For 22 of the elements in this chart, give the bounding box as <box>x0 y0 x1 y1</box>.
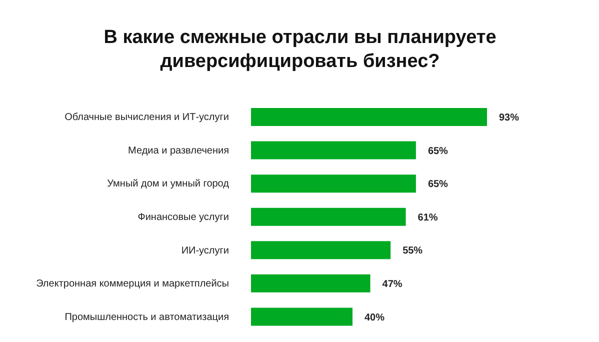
bar <box>251 241 391 260</box>
data-label: 40% <box>364 312 385 324</box>
bar <box>251 174 416 193</box>
data-label: 61% <box>418 212 438 224</box>
data-label: 47% <box>382 278 402 290</box>
data-label: 65% <box>428 146 448 157</box>
bar <box>251 141 416 160</box>
y-tick-label: Промышленность и автоматизация <box>64 312 229 323</box>
data-label: 93% <box>499 112 520 124</box>
bar <box>251 274 370 292</box>
y-tick-label: Облачные вычисления и ИТ-услуги <box>64 112 229 124</box>
y-tick-label: Медиа и развлечения <box>128 145 229 156</box>
y-tick-label: ИИ-услуги <box>181 245 229 256</box>
y-tick-label: Умный дом и умный город <box>107 178 230 190</box>
chart-title: В какие смежные отрасли вы планируете диверсифицировать бизнес? <box>102 26 498 74</box>
bar <box>251 308 353 326</box>
bar <box>251 108 487 126</box>
bar <box>251 208 406 226</box>
data-label: 65% <box>428 179 448 190</box>
y-tick-label: Финансовые услуги <box>138 212 229 223</box>
y-tick-label: Электронная коммерция и маркетплейсы <box>36 278 229 290</box>
data-label: 55% <box>402 246 423 257</box>
